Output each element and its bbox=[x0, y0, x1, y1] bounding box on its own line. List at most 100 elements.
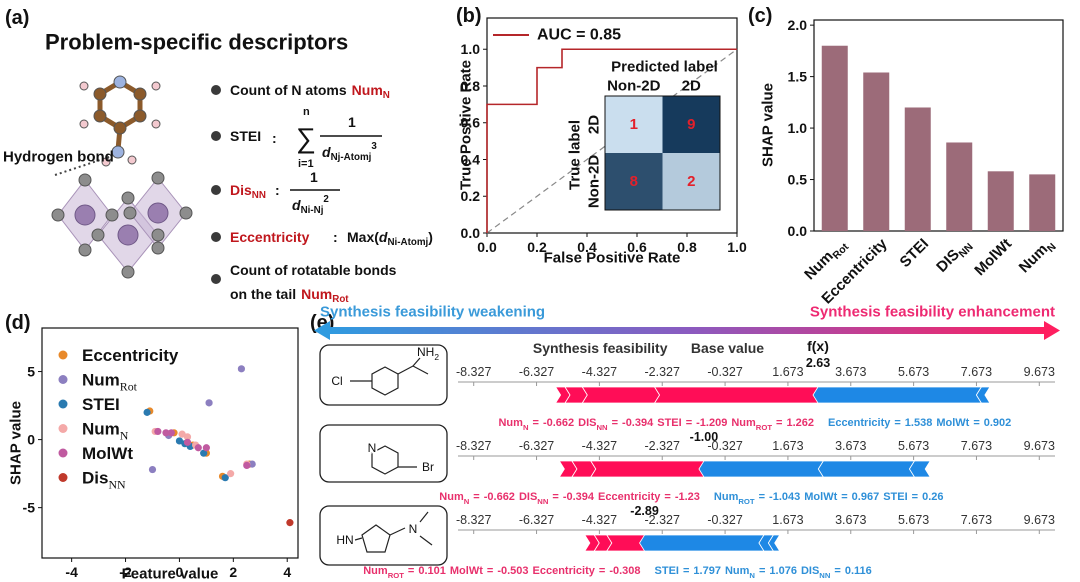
text-span: Num bbox=[363, 565, 388, 577]
force-segment-positive bbox=[581, 386, 661, 404]
text-span: Num bbox=[714, 491, 739, 503]
text-span: Num bbox=[439, 491, 464, 503]
x-tick-label: -6.327 bbox=[519, 439, 554, 453]
text-span: N bbox=[368, 441, 377, 455]
y-tick-label: 0.2 bbox=[461, 188, 481, 204]
legend-marker bbox=[58, 375, 68, 384]
bullet bbox=[211, 131, 221, 141]
text-span: = bbox=[776, 417, 782, 429]
scatter-point bbox=[200, 449, 208, 457]
legend-label: AUC = 0.85 bbox=[537, 27, 621, 44]
y-axis-label: SHAP value bbox=[8, 401, 25, 485]
heatmap-cell bbox=[605, 96, 663, 153]
subscript: Ni-Atomj bbox=[387, 237, 428, 248]
x-axis-label: Predicted label bbox=[611, 59, 718, 76]
text-span: ) bbox=[428, 229, 433, 245]
y-tick-label: 2.0 bbox=[788, 17, 808, 33]
bond bbox=[389, 527, 406, 536]
denominator: dNi-Nj2 bbox=[292, 194, 329, 216]
text-span: 0.967 bbox=[852, 491, 880, 503]
heatmap-cell bbox=[662, 153, 720, 210]
subscript: N bbox=[523, 423, 529, 432]
feature-label: STEI = -1.209 bbox=[657, 417, 727, 429]
bullet bbox=[211, 232, 221, 242]
x-tick-label: 3.673 bbox=[835, 365, 866, 379]
halide-atoms bbox=[51, 171, 193, 279]
cell-label: 1 bbox=[630, 116, 638, 133]
subscript: NN bbox=[252, 190, 266, 201]
text-span: 0.902 bbox=[984, 417, 1012, 429]
x-tick-label: -8.327 bbox=[456, 365, 491, 379]
x-tick-label: -2 bbox=[119, 564, 132, 580]
x-tick-label: -8.327 bbox=[456, 439, 491, 453]
scatter-point bbox=[178, 430, 186, 438]
y-tick-label: 5 bbox=[27, 364, 35, 380]
text-span: -1.209 bbox=[696, 417, 727, 429]
x-axis-label: Feature value bbox=[122, 566, 219, 582]
x-tick-label: -8.327 bbox=[456, 513, 491, 527]
x-tick-label: -0.327 bbox=[707, 365, 742, 379]
text-span: = bbox=[552, 491, 558, 503]
metal-atoms bbox=[74, 202, 169, 246]
text-span: -0.394 bbox=[563, 491, 595, 503]
force-segment-positive bbox=[590, 460, 710, 478]
subscript: N bbox=[120, 429, 129, 443]
x-tick-label: 1.673 bbox=[772, 513, 803, 527]
feature-label: NumROT = 1.262 bbox=[731, 417, 814, 432]
text-span: = bbox=[473, 491, 479, 503]
denominator: dNj-Atomj3 bbox=[322, 141, 377, 163]
y-tick-label: 1.0 bbox=[461, 41, 481, 57]
text-span: on the tail bbox=[230, 286, 296, 302]
text-span: 0.101 bbox=[418, 565, 446, 577]
text-span: Eccentricity bbox=[598, 491, 661, 503]
x-tick-label: 7.673 bbox=[961, 513, 992, 527]
legend-label: NumRot bbox=[82, 370, 138, 394]
legend-label: DisNN bbox=[82, 468, 126, 492]
feature-label: MolWt = -0.503 bbox=[450, 565, 529, 577]
x-tick-label: -6.327 bbox=[519, 365, 554, 379]
output-value: 2.63 bbox=[806, 356, 830, 370]
scatter-point bbox=[202, 444, 210, 452]
legend-marker bbox=[58, 473, 68, 482]
x-tick-label: MolWt bbox=[971, 235, 1015, 279]
base-value-label: Base value bbox=[691, 340, 764, 356]
scatter-point bbox=[148, 465, 157, 474]
bar bbox=[863, 72, 890, 232]
x-tick-label: 0.4 bbox=[577, 239, 597, 255]
feature-label: NumROT = -1.043 bbox=[714, 491, 800, 506]
text-span: = bbox=[841, 491, 847, 503]
x-tick-label: -4.327 bbox=[582, 439, 617, 453]
x-tick-label: 5.673 bbox=[898, 439, 929, 453]
direction-label: Synthesis feasibility enhancement bbox=[810, 304, 1055, 321]
output-name-label: Synthesis feasibility bbox=[533, 340, 668, 356]
legend-label: NumN bbox=[82, 419, 129, 443]
heatmap-cell bbox=[662, 96, 720, 153]
text-span: N bbox=[409, 522, 418, 536]
text-span: Dis bbox=[82, 468, 108, 487]
text-span: MolWt bbox=[971, 235, 1015, 279]
text-span: STEI bbox=[82, 395, 120, 414]
text-span: MolWt bbox=[450, 565, 483, 577]
text-span: -1.23 bbox=[675, 491, 700, 503]
output-value: -2.89 bbox=[630, 504, 659, 518]
legend-label: Eccentricity bbox=[82, 346, 179, 365]
text-span: = bbox=[973, 417, 979, 429]
x-tick-label: 2 bbox=[229, 564, 237, 580]
panel-label: (c) bbox=[748, 5, 772, 27]
legend-marker bbox=[58, 350, 68, 360]
text-span: MolWt bbox=[804, 491, 837, 503]
numerator: 1 bbox=[348, 114, 356, 130]
feature-label: DISNN = -0.394 bbox=[519, 491, 595, 506]
text-span: STEI bbox=[883, 491, 907, 503]
panel-label: (d) bbox=[5, 312, 31, 334]
subscript: 2 bbox=[434, 352, 439, 362]
feature-label: NumN = -0.662 bbox=[498, 417, 574, 432]
feature-label: DISNN = 0.116 bbox=[801, 565, 872, 580]
text-span: 1.076 bbox=[769, 565, 797, 577]
descriptor: Count of rotatable bonds bbox=[230, 262, 397, 278]
text-span: -0.503 bbox=[497, 565, 528, 577]
scatter-point bbox=[175, 437, 184, 445]
molecule-box bbox=[319, 424, 448, 483]
bar bbox=[1029, 174, 1056, 231]
atom-label: N bbox=[368, 441, 377, 455]
